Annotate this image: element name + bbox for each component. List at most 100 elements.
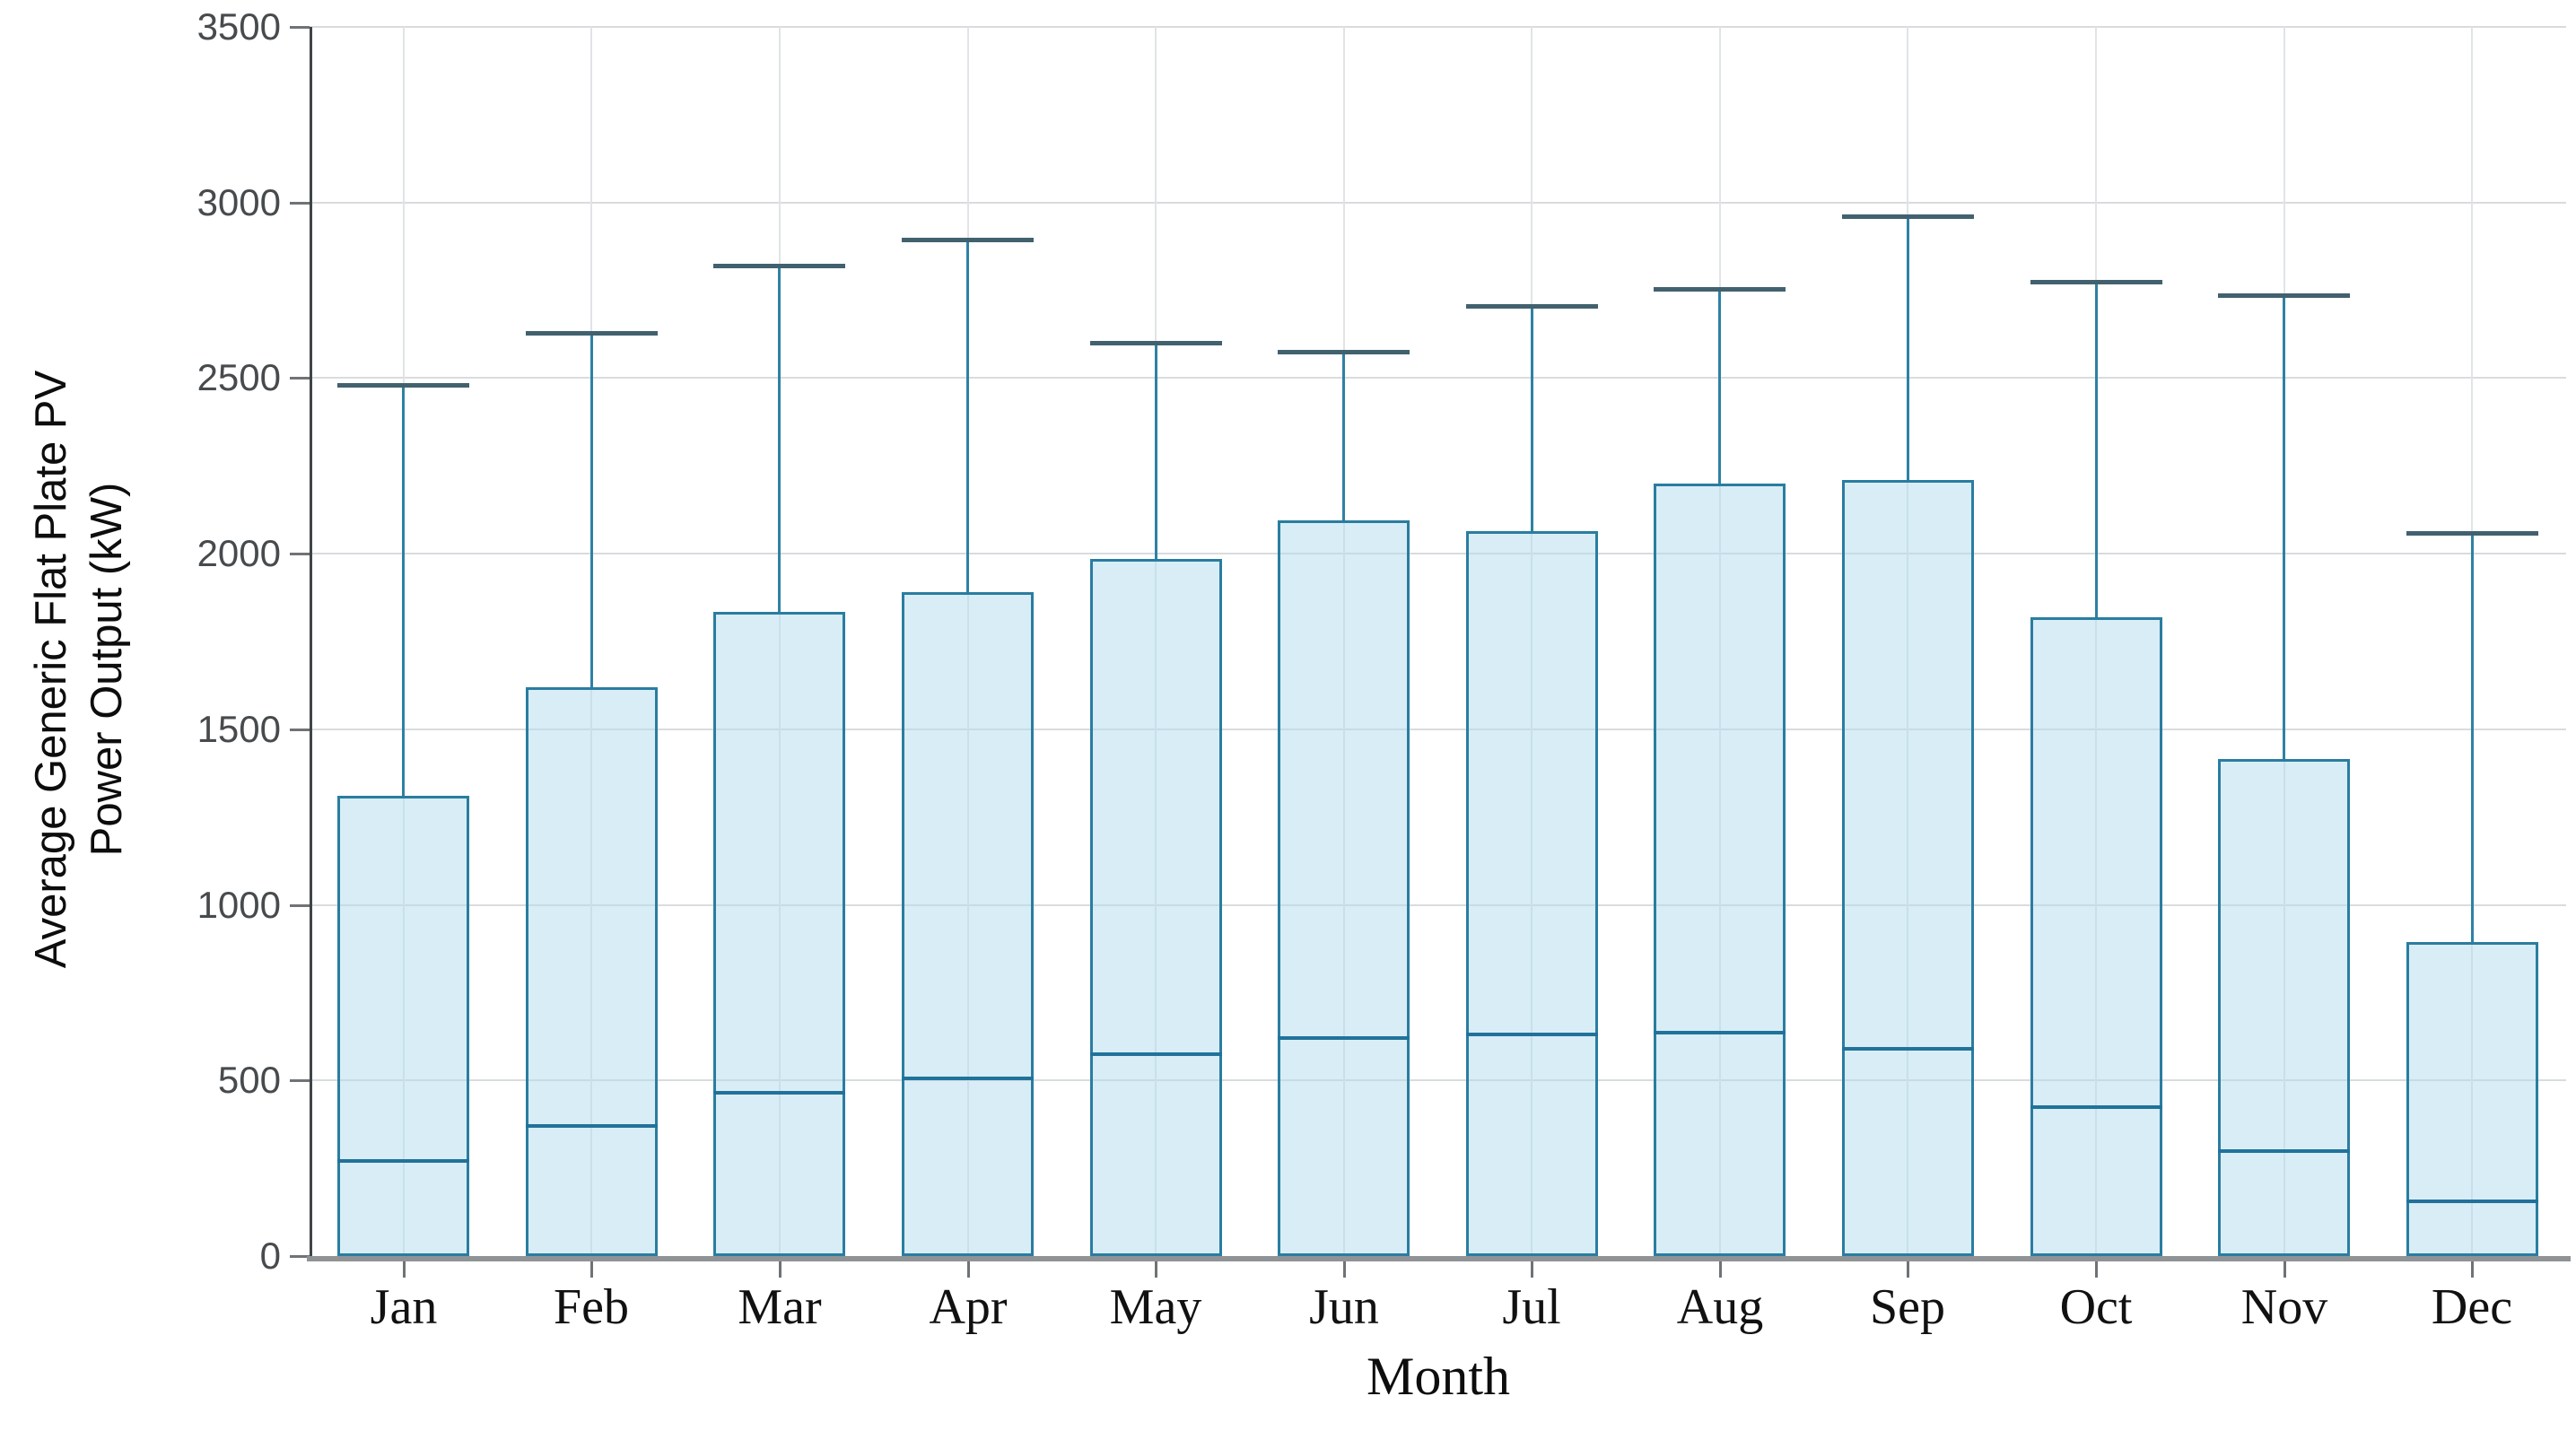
x-tick-aug [1719, 1261, 1722, 1278]
y-tick-0 [290, 1255, 310, 1258]
gridline-y-500 [310, 1079, 2566, 1081]
whisker-cap-jun [1278, 350, 1410, 354]
whisker-cap-apr [902, 238, 1034, 242]
box-oct [2030, 617, 2162, 1256]
median-line-aug [1654, 1031, 1786, 1034]
x-tick-may [1155, 1261, 1157, 1278]
median-line-jun [1278, 1036, 1410, 1040]
whisker-cap-dec [2406, 531, 2538, 536]
whisker-dec [2471, 533, 2474, 942]
whisker-jan [402, 385, 405, 796]
whisker-cap-aug [1654, 287, 1786, 292]
x-tick-label-nov: Nov [2240, 1279, 2328, 1335]
x-tick-apr [967, 1261, 970, 1278]
whisker-jul [1531, 306, 1533, 531]
box-aug [1654, 484, 1786, 1256]
whisker-jun [1342, 352, 1345, 520]
box-jun [1278, 520, 1410, 1256]
x-tick-label-dec: Dec [2431, 1279, 2513, 1335]
whisker-cap-feb [526, 331, 658, 336]
x-tick-jun [1343, 1261, 1346, 1278]
median-line-nov [2218, 1149, 2350, 1153]
whisker-cap-sep [1842, 214, 1974, 219]
y-tick-label-0: 0 [259, 1235, 281, 1277]
whisker-cap-mar [713, 264, 845, 268]
whisker-cap-nov [2218, 293, 2350, 298]
x-tick-oct [2095, 1261, 2098, 1278]
y-tick-label-1500: 1500 [196, 708, 281, 750]
whisker-cap-jul [1466, 304, 1598, 309]
x-tick-label-mar: Mar [738, 1279, 822, 1335]
y-tick-3500 [290, 26, 310, 29]
whisker-mar [778, 266, 781, 612]
whisker-oct [2095, 282, 2098, 617]
whisker-apr [966, 240, 969, 592]
y-tick-label-2000: 2000 [196, 532, 281, 574]
gridline-y-2500 [310, 377, 2566, 379]
box-jan [337, 796, 469, 1256]
x-tick-label-may: May [1109, 1279, 1202, 1335]
y-tick-3000 [290, 202, 310, 205]
whisker-cap-may [1090, 341, 1222, 345]
whisker-cap-oct [2030, 280, 2162, 284]
x-tick-label-apr: Apr [929, 1279, 1008, 1335]
y-tick-label-3500: 3500 [196, 5, 281, 48]
y-tick-label-3000: 3000 [196, 181, 281, 223]
whisker-nov [2283, 295, 2285, 759]
median-line-jul [1466, 1033, 1598, 1036]
y-tick-label-500: 500 [217, 1059, 281, 1101]
gridline-y-2000 [310, 553, 2566, 554]
box-apr [902, 592, 1034, 1256]
x-tick-nov [2283, 1261, 2286, 1278]
box-mar [713, 612, 845, 1256]
median-line-oct [2030, 1105, 2162, 1109]
whisker-aug [1718, 289, 1721, 484]
whisker-feb [590, 333, 593, 687]
median-line-feb [526, 1124, 658, 1128]
y-tick-500 [290, 1079, 310, 1082]
whisker-may [1155, 343, 1157, 559]
x-tick-jul [1531, 1261, 1533, 1278]
whisker-sep [1907, 216, 1909, 480]
y-tick-1000 [290, 904, 310, 907]
median-line-may [1090, 1052, 1222, 1056]
x-tick-label-jun: Jun [1309, 1279, 1379, 1335]
median-line-mar [713, 1091, 845, 1095]
box-nov [2218, 759, 2350, 1256]
x-tick-label-feb: Feb [554, 1279, 629, 1335]
box-may [1090, 559, 1222, 1256]
x-tick-label-jan: Jan [370, 1279, 438, 1335]
gridline-y-1500 [310, 729, 2566, 730]
x-tick-mar [779, 1261, 782, 1278]
x-tick-sep [1907, 1261, 1909, 1278]
y-tick-2500 [290, 377, 310, 380]
y-axis-title: Average Generic Flat Plate PV Power Outp… [27, 370, 131, 969]
median-line-apr [902, 1077, 1034, 1080]
x-tick-label-aug: Aug [1676, 1279, 1764, 1335]
gridline-y-1000 [310, 904, 2566, 906]
x-axis-title: Month [1366, 1347, 1511, 1406]
y-tick-label-1000: 1000 [196, 884, 281, 926]
box-dec [2406, 942, 2538, 1256]
box-feb [526, 687, 658, 1256]
whisker-cap-jan [337, 383, 469, 388]
box-jul [1466, 531, 1598, 1256]
gridline-y-3500 [310, 26, 2566, 28]
y-tick-1500 [290, 729, 310, 731]
y-axis-line [310, 27, 312, 1259]
median-line-jan [337, 1159, 469, 1163]
gridline-y-3000 [310, 202, 2566, 204]
y-tick-label-2500: 2500 [196, 356, 281, 398]
median-line-sep [1842, 1047, 1974, 1051]
median-line-dec [2406, 1200, 2538, 1203]
x-tick-dec [2471, 1261, 2474, 1278]
x-tick-feb [590, 1261, 593, 1278]
y-tick-2000 [290, 553, 310, 555]
x-tick-label-jul: Jul [1502, 1279, 1561, 1335]
box-sep [1842, 480, 1974, 1256]
x-axis-line [307, 1256, 2571, 1261]
x-tick-jan [403, 1261, 406, 1278]
x-tick-label-sep: Sep [1870, 1279, 1945, 1335]
x-tick-label-oct: Oct [2059, 1279, 2133, 1335]
